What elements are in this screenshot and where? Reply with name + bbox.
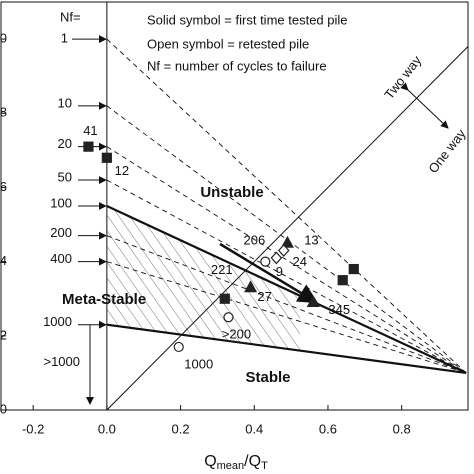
point — [83, 141, 94, 152]
nf-label: 20 — [58, 136, 72, 151]
x-tick-label: 0.0 — [98, 421, 116, 436]
legend-line: Nf = number of cycles to failure — [147, 58, 327, 73]
bold-line — [106, 323, 467, 374]
point-label: 27 — [257, 289, 271, 304]
region-label: Meta-Stable — [62, 291, 146, 308]
direction-label: One way — [425, 126, 469, 176]
nf-label: 1 — [61, 31, 68, 46]
x-tick-label: 0.8 — [393, 421, 411, 436]
point — [260, 256, 271, 267]
x-tick-label: 0.4 — [245, 421, 263, 436]
point-label: 12 — [115, 163, 129, 178]
y-tick-label: 0.4 — [0, 253, 7, 268]
point-label: >200 — [222, 327, 251, 342]
x-tick-label: 0.2 — [172, 421, 190, 436]
legend-line: Open symbol = retested pile — [147, 36, 309, 51]
point — [270, 251, 283, 265]
point — [101, 152, 112, 163]
point — [244, 280, 258, 293]
point-label: 206 — [244, 232, 266, 247]
legend-line: Solid symbol = first time tested pile — [147, 12, 348, 27]
nf-label: 400 — [50, 251, 72, 266]
point — [306, 295, 320, 308]
nf-label: 200 — [50, 225, 72, 240]
nf-label: 1000 — [43, 314, 72, 329]
point — [280, 235, 294, 248]
point — [337, 275, 348, 286]
point-label: 9 — [276, 264, 283, 279]
boundary-line — [106, 46, 469, 411]
x-axis-label: Qmean/QT — [204, 453, 268, 472]
dashed-line — [106, 105, 467, 374]
nf-label: >1000 — [43, 354, 80, 369]
plot: 1 10 20 50 100 200 400 1000 >1000 -0.2 0.0 0.2 0.4 0.… — [0, 1, 469, 436]
point-label: 221 — [211, 262, 233, 277]
dashed-line — [106, 179, 467, 374]
point — [223, 312, 234, 323]
y-tick-label: 0.2 — [0, 327, 7, 342]
region-label: Unstable — [200, 184, 263, 201]
nf-title: Nf= — [60, 9, 81, 24]
point — [348, 263, 359, 275]
point-label: 13 — [304, 233, 318, 248]
dashed-line — [106, 146, 467, 374]
trend-arrow — [219, 242, 319, 304]
point-label: 1000 — [184, 356, 213, 371]
point-label: 24 — [293, 254, 307, 269]
nf-label: 100 — [50, 195, 72, 210]
nf-label: 10 — [58, 95, 72, 110]
x-tick-label: 0.6 — [319, 421, 337, 436]
dashed-line — [106, 38, 467, 374]
direction-label: Two way — [381, 52, 424, 101]
direction-arrow — [400, 82, 449, 129]
y-tick-label: 0.6 — [0, 179, 7, 194]
point — [173, 341, 184, 353]
point — [219, 293, 230, 304]
bold-line — [106, 205, 467, 374]
region-label: Stable — [245, 369, 290, 386]
point-label: 41 — [83, 123, 97, 138]
x-tick-label: -0.2 — [22, 421, 44, 436]
y-tick-label: 1.0 — [0, 31, 7, 46]
nf-label: 50 — [58, 169, 72, 184]
y-tick-label: 0.8 — [0, 105, 7, 120]
point-label: 345 — [328, 302, 350, 317]
y-tick-label: 0.0 — [0, 401, 7, 416]
plot-frame — [0, 1, 469, 411]
hatched-region — [106, 206, 300, 351]
dashed-line — [106, 235, 467, 374]
point — [277, 244, 290, 257]
